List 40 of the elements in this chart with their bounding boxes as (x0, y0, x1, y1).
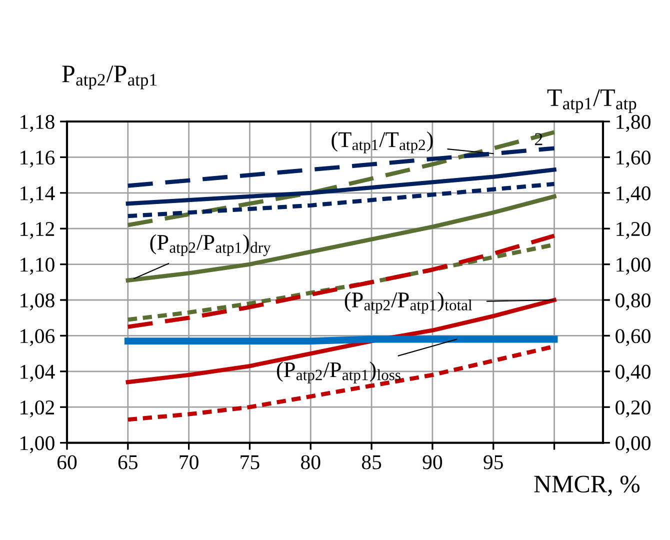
y-tick-label: 1,06 (20, 329, 55, 346)
y-tick-label: 1,02 (20, 400, 54, 418)
line-series (126, 182, 556, 218)
annotation: (T$_{atp1}$/T$_{atp2}$) (332, 132, 433, 154)
y-tick-label: 1,04 (20, 364, 55, 382)
y2-tick-label: 0,20 (616, 400, 650, 418)
y2-tick-label: 0,00 (616, 436, 650, 454)
y-axis-title: P$_{atp2}$/P$_{atp1}$ (62, 66, 156, 90)
line-series (126, 194, 556, 282)
y2-tick-label: 1,80 (616, 114, 650, 132)
x-tick-label: 75 (240, 455, 260, 470)
x-axis-title: NMCR, % (534, 476, 640, 496)
x-tick-label: 60 (57, 455, 77, 470)
y2-tick-label: 1,20 (616, 222, 650, 240)
y-tick-label: 1,12 (20, 222, 54, 240)
y2-tick-label: 0,40 (616, 364, 650, 382)
y2-tick-label: 1,60 (616, 150, 650, 168)
y-tick-label: 1,18 (20, 114, 54, 132)
x-tick-label: 70 (180, 455, 198, 470)
x-tick-label: 85 (362, 455, 382, 470)
y-tick-label: 1,00 (20, 436, 54, 454)
x-tick-label: 95 (484, 455, 503, 470)
annotation: (P$_{atp2}$/P$_{atp1}$)$_{loss}$ (276, 362, 400, 384)
x-tick-label: 90 (422, 455, 442, 470)
y2-axis-title: T$_{atp1}$/T$_{atp}$ (547, 89, 636, 114)
y-tick-label: 1,14 (20, 186, 55, 204)
y-tick-label: 1,10 (20, 258, 54, 275)
y2-tick-label: 1,40 (616, 186, 650, 204)
x-tick-label: 65 (118, 455, 138, 470)
x-tick-label: 80 (301, 455, 320, 470)
y-tick-label: 1,16 (20, 150, 55, 168)
y-tick-label: 1,08 (20, 293, 54, 310)
y2-tick-label: 0,80 (616, 293, 650, 310)
y2-tick-label: 1,00 (616, 258, 650, 275)
annotation: (P$_{atp2}$/P$_{atp1}$)$_{total}$ (344, 292, 472, 314)
y2-tick-label: 0,60 (616, 329, 650, 346)
annotation: (P$_{atp2}$/P$_{atp1}$)$_{dry}$ (150, 234, 271, 256)
line-series (126, 168, 556, 206)
line-series (126, 234, 556, 329)
line-series (126, 130, 556, 228)
